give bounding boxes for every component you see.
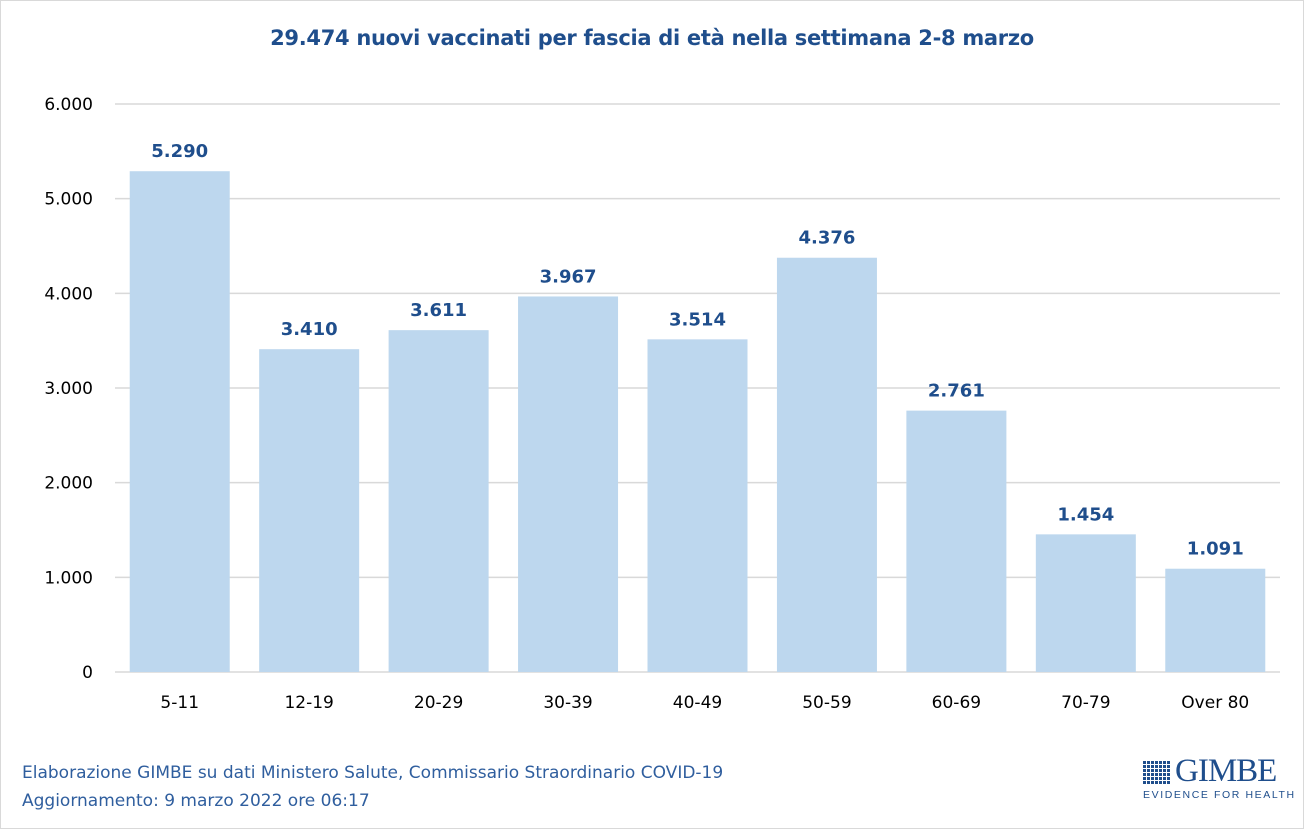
x-tick-label: Over 80 [1181, 693, 1249, 713]
footer-updated: Aggiornamento: 9 marzo 2022 ore 06:17 [22, 791, 370, 811]
x-tick-label: 40-49 [673, 693, 722, 713]
chart-title: 29.474 nuovi vaccinati per fascia di età… [270, 26, 1034, 50]
bar-20-29 [388, 330, 489, 672]
x-tick-label: 60-69 [932, 693, 981, 713]
data-label: 3.410 [281, 319, 338, 340]
x-tick-label: 50-59 [802, 693, 851, 713]
data-label: 1.091 [1187, 539, 1244, 560]
y-tick-label: 4.000 [44, 284, 93, 304]
y-tick-label: 2.000 [44, 474, 93, 494]
data-label: 4.376 [798, 228, 855, 249]
bar-30-39 [518, 296, 619, 672]
footer-source: Elaborazione GIMBE su dati Ministero Sal… [22, 763, 724, 783]
logo-name: GIMBE [1175, 753, 1277, 789]
x-tick-label: 20-29 [414, 693, 463, 713]
data-label: 3.611 [410, 300, 467, 321]
gimbe-logo: GIMBE EVIDENCE FOR HEALTH [1143, 753, 1294, 802]
data-label: 2.761 [928, 381, 985, 402]
data-label: 1.454 [1057, 504, 1114, 525]
bar-5-11 [129, 171, 230, 673]
data-label: 3.967 [540, 266, 597, 287]
y-tick-label: 1.000 [44, 568, 93, 588]
y-tick-label: 0 [82, 663, 93, 683]
x-tick-label: 12-19 [284, 693, 333, 713]
logo-tagline: EVIDENCE FOR HEALTH [1143, 789, 1296, 801]
logo-grid-icon [1143, 760, 1171, 785]
x-tick-label: 5-11 [160, 693, 199, 713]
bar-60-69 [906, 410, 1007, 672]
bar-over-80 [1165, 568, 1266, 672]
bar-50-59 [776, 257, 877, 672]
data-label: 5.290 [151, 141, 208, 162]
y-tick-label: 6.000 [44, 95, 93, 115]
x-tick-label: 30-39 [543, 693, 592, 713]
y-tick-label: 5.000 [44, 190, 93, 210]
y-tick-label: 3.000 [44, 379, 93, 399]
bar-70-79 [1035, 534, 1136, 672]
bar-40-49 [647, 339, 748, 672]
bar-12-19 [259, 349, 360, 672]
data-label: 3.514 [669, 309, 726, 330]
x-tick-label: 70-79 [1061, 693, 1110, 713]
